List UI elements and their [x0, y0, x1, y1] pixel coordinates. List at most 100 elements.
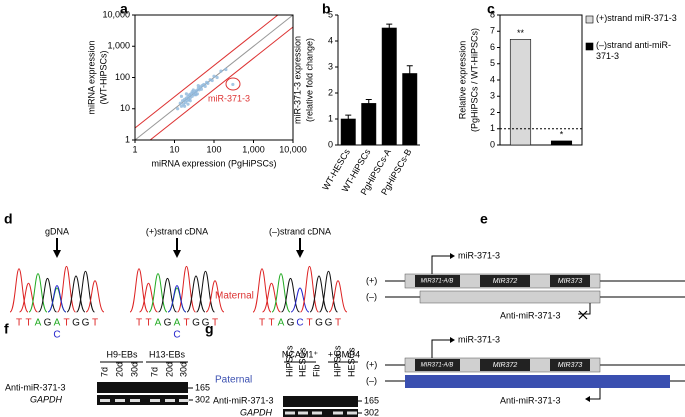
- base-letter: C: [296, 318, 303, 329]
- base-letter: T: [25, 318, 31, 329]
- x-tick-label: 1,000: [242, 144, 265, 154]
- trace-peak: [148, 273, 168, 313]
- gene-label: MIR371-A/B: [421, 363, 454, 369]
- trace-peak: [158, 277, 177, 313]
- trace-title: (–)strand cDNA: [269, 226, 331, 236]
- gene-label: MIR373: [558, 278, 583, 285]
- base-letter: T: [63, 318, 69, 329]
- point: [179, 104, 184, 108]
- trace-peak: [28, 273, 48, 313]
- trace-peak: [139, 282, 158, 313]
- y-axis-label: (WT-HiPSCs): [98, 51, 108, 105]
- strand-label: (–): [366, 375, 377, 385]
- gel-row: GAPDH: [240, 407, 273, 417]
- lane-label: HESCs: [346, 347, 356, 377]
- y-tick-label: 5: [490, 58, 495, 68]
- gel-band: [179, 399, 189, 402]
- trace-peak: [85, 280, 105, 313]
- lane-label: Fib: [311, 364, 321, 377]
- point: [206, 81, 210, 85]
- base-letter: A: [155, 318, 162, 329]
- panel-letter: c: [487, 1, 495, 17]
- size-marker: 165: [195, 382, 210, 392]
- trace-peak: [177, 265, 196, 313]
- y-tick-label: 8: [490, 9, 495, 19]
- trace-peak: [281, 277, 300, 313]
- gel-band: [165, 399, 175, 402]
- trace-peak: [328, 280, 348, 313]
- trace-peak: [66, 275, 86, 313]
- lane-label: 7d: [149, 367, 159, 377]
- error-bar: [406, 65, 413, 82]
- y-tick-label: 2: [490, 107, 495, 117]
- gel-band: [130, 399, 140, 402]
- bar-annotation: **: [517, 28, 525, 38]
- trace-peak: [167, 285, 187, 313]
- y-tick-label: 2: [328, 87, 333, 97]
- point: [231, 82, 235, 87]
- trace-peak: [300, 265, 319, 313]
- base-letter: T: [183, 318, 189, 329]
- gel-band: [100, 399, 110, 402]
- base-letter: A: [35, 318, 42, 329]
- y-tick-label: 1: [490, 123, 495, 133]
- bar: [509, 39, 532, 146]
- y-tick-label: 1,000: [107, 41, 130, 51]
- trace-peak: [47, 285, 67, 313]
- legend-swatch: [585, 15, 594, 24]
- panel-letter: f: [4, 321, 9, 337]
- base-letter: T: [268, 318, 274, 329]
- y-tick-label: 10: [120, 103, 130, 113]
- trace-peak: [186, 275, 206, 313]
- panel-letter: g: [205, 321, 214, 337]
- legend-label: (+)strand miR-371-3: [596, 13, 677, 23]
- point: [215, 75, 219, 80]
- base-letter: G: [82, 318, 90, 329]
- base-letter: G: [164, 318, 172, 329]
- trace-peak: [309, 275, 329, 313]
- bar: [361, 103, 377, 146]
- size-marker: 302: [364, 407, 379, 417]
- lane-label: 7d: [99, 367, 109, 377]
- size-marker: 165: [364, 395, 379, 405]
- lane-label: HiPSCs: [332, 345, 342, 377]
- base-letter: G: [72, 318, 80, 329]
- mir-label: miR-371-3: [458, 334, 500, 344]
- base-letter: T: [212, 318, 218, 329]
- trace-peak: [196, 270, 215, 313]
- panel-letter: e: [480, 211, 488, 227]
- y-tick-label: 4: [328, 35, 333, 45]
- panel-letter: d: [4, 211, 13, 227]
- lane-label: 20d: [164, 362, 174, 377]
- gel-band: [150, 399, 160, 402]
- bar: [381, 27, 397, 146]
- x-tick-label: 100: [206, 144, 221, 154]
- base-letter: T: [136, 318, 142, 329]
- gene-label: MIR372: [493, 278, 518, 285]
- y-tick-label: 0: [490, 139, 495, 149]
- panel-f: H9-EBs H13-EBs Anti-miR-371-3 GAPDH 165 …: [5, 349, 210, 405]
- panel-letter: b: [322, 1, 331, 17]
- base-letter: T: [259, 318, 265, 329]
- trace-peak: [76, 270, 95, 313]
- point: [194, 89, 199, 93]
- gel-group: H9-EBs: [106, 349, 138, 359]
- gel-group: H13-EBs: [149, 349, 186, 359]
- y-tick-label: 7: [490, 26, 495, 36]
- arrow-head: [53, 250, 61, 258]
- base-letter: G: [44, 318, 52, 329]
- gel-band: [347, 411, 357, 415]
- base-letter: T: [145, 318, 151, 329]
- point: [199, 87, 204, 91]
- base-letter: G: [315, 318, 323, 329]
- strand-label: (+): [366, 359, 377, 369]
- trace-title: (+)strand cDNA: [146, 226, 208, 236]
- trace-peak: [38, 277, 57, 313]
- gel-row: Anti-miR-371-3: [5, 382, 66, 392]
- lane-label: 20d: [114, 362, 124, 377]
- y-tick-label: 5: [328, 9, 333, 19]
- lane-label: HESCs: [297, 347, 307, 377]
- panel-letter: a: [120, 1, 128, 17]
- trace-peak: [319, 270, 338, 313]
- y-tick-label: 100: [115, 72, 130, 82]
